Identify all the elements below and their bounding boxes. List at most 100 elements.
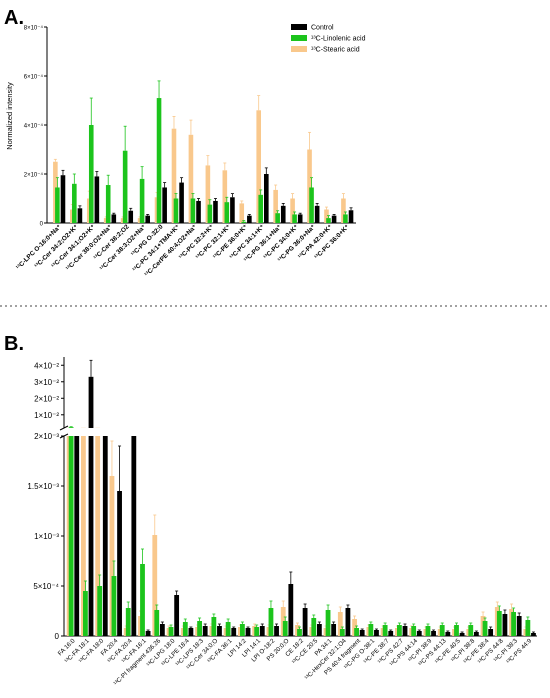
a-bar	[326, 218, 331, 223]
b-bar	[339, 629, 345, 636]
a-y-tick-label: 0	[40, 222, 44, 228]
a-bar	[72, 183, 77, 223]
b-bar	[359, 630, 365, 636]
b-bar	[316, 624, 322, 636]
b-bar	[145, 631, 151, 636]
a-legend-swatch	[291, 46, 307, 52]
a-bar	[162, 187, 167, 223]
b-y-tick-label: 1×10⁻²	[34, 411, 59, 420]
b-bar	[217, 626, 222, 636]
b-bar	[488, 629, 494, 636]
a-bar	[230, 197, 235, 223]
b-bar	[152, 535, 158, 636]
b-bar	[288, 584, 294, 636]
b-bar	[125, 608, 131, 636]
b-y-tick-label: 2×10⁻²	[34, 394, 59, 403]
a-bar	[224, 202, 230, 223]
b-y-tick-label: 4×10⁻²	[34, 361, 59, 370]
b-bar-upper	[68, 427, 74, 428]
b-bar	[240, 624, 245, 636]
b-bar	[109, 476, 115, 636]
b-bar	[482, 621, 488, 636]
a-bar	[145, 215, 150, 223]
b-bar	[95, 436, 101, 636]
b-bar	[331, 624, 337, 636]
b-bar	[411, 626, 417, 636]
b-bar	[416, 631, 422, 636]
b-bar	[345, 608, 351, 636]
a-bar	[156, 98, 162, 223]
a-bar	[171, 128, 177, 223]
b-bar	[388, 631, 394, 636]
b-bar	[245, 628, 251, 636]
a-legend-label: ¹³C-Linolenic acid	[311, 36, 366, 43]
b-bar	[431, 631, 436, 636]
a-bar	[213, 200, 218, 223]
panel-a-label: A.	[4, 7, 24, 29]
b-bar	[468, 625, 474, 636]
b-bar	[268, 608, 274, 636]
b-bar	[159, 624, 165, 636]
b-bar	[81, 436, 86, 636]
b-bar	[68, 436, 74, 636]
a-bar	[324, 209, 329, 223]
b-bar	[302, 608, 308, 636]
panel-b: B. 0 5×10⁻⁴ 1×10⁻³ 1.5×10⁻³ 2×10⁻³ 1×10⁻² 2×10…	[4, 333, 537, 687]
a-bar	[88, 125, 94, 223]
b-bar	[454, 625, 459, 636]
a-y-tick-label: 4×10⁻⁴	[24, 123, 44, 130]
a-bar	[94, 176, 100, 223]
b-bar	[402, 626, 408, 636]
b-bar	[511, 612, 516, 636]
a-bar	[343, 214, 348, 223]
b-bar	[439, 625, 445, 636]
b-bar	[259, 626, 265, 636]
b-bar	[337, 612, 343, 636]
b-bar	[97, 586, 103, 636]
b-bar	[516, 616, 522, 636]
b-bar	[182, 622, 188, 636]
b-bar	[188, 628, 194, 636]
a-bar	[207, 204, 213, 223]
b-bar	[131, 436, 137, 636]
a-bar	[139, 178, 145, 223]
b-bar	[174, 595, 180, 636]
a-bar	[239, 203, 245, 223]
b-y-tick-label: 1×10⁻³	[34, 532, 59, 541]
a-bar	[122, 150, 128, 223]
a-bar	[128, 210, 134, 223]
b-bar	[102, 436, 108, 636]
a-bar	[222, 170, 228, 223]
a-legend-label: ¹³C-Stearic acid	[311, 47, 360, 54]
b-bar	[311, 618, 317, 636]
b-bar	[325, 610, 331, 636]
a-bar	[292, 214, 297, 223]
panel-b-label: B.	[4, 333, 24, 355]
a-bar	[314, 205, 320, 223]
b-bar	[525, 620, 531, 636]
a-legend-swatch	[291, 24, 307, 30]
a-bar	[173, 198, 179, 223]
b-bar	[88, 436, 94, 636]
b-bar	[496, 611, 502, 636]
a-bar	[297, 214, 303, 223]
b-bar	[473, 632, 479, 636]
b-bar	[231, 628, 237, 636]
b-bar	[502, 614, 508, 636]
b-bar	[225, 622, 231, 636]
a-bar	[196, 200, 201, 223]
b-bar	[531, 633, 536, 636]
b-bar	[154, 610, 160, 636]
a-bar	[258, 194, 264, 223]
b-bar	[352, 619, 357, 636]
b-bar	[168, 627, 174, 636]
a-bar	[179, 182, 184, 223]
b-bar	[297, 629, 302, 636]
a-bar	[247, 215, 252, 223]
a-bar	[348, 210, 354, 223]
b-bar	[83, 591, 88, 636]
a-bar	[105, 185, 111, 223]
b-y-tick-label: 1.5×10⁻³	[27, 482, 59, 491]
a-bar	[280, 205, 286, 223]
a-bar	[188, 134, 194, 223]
